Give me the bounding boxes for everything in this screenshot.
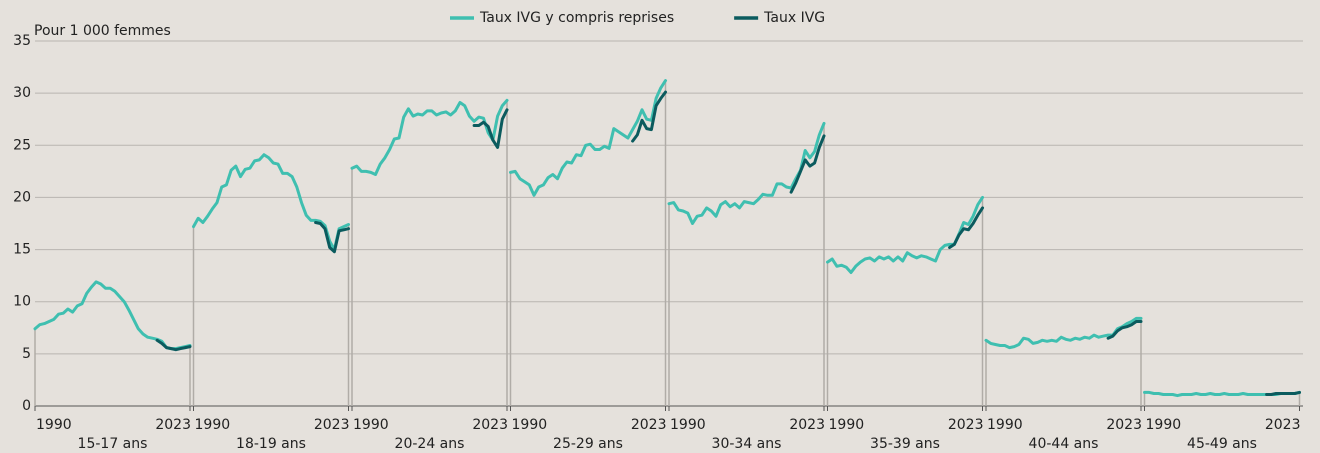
- x-tick-label: 2023: [155, 417, 191, 433]
- series-line: [789, 134, 826, 194]
- x-tick-label: 2023: [789, 417, 825, 433]
- y-tick-label: 5: [22, 346, 31, 362]
- series-line: [509, 79, 667, 197]
- y-tick-label: 0: [22, 398, 31, 414]
- panel-label: 30-34 ans: [712, 436, 782, 452]
- series-line: [350, 98, 509, 176]
- x-tick-label: 2023: [1265, 417, 1301, 433]
- series-line: [472, 108, 509, 149]
- y-tick-label: 15: [13, 242, 31, 258]
- x-tick-label: 2023: [948, 417, 984, 433]
- x-tick-label: 1990: [195, 417, 231, 433]
- panel-label: 25-29 ans: [553, 436, 623, 452]
- x-tick-label: 1990: [353, 417, 389, 433]
- y-tick-label: 30: [13, 85, 31, 101]
- series-line: [948, 206, 984, 249]
- x-tick-label: 2023: [314, 417, 350, 433]
- x-tick-label: 1990: [987, 417, 1023, 433]
- series-line: [631, 90, 667, 143]
- panel-label: 18-19 ans: [236, 436, 306, 452]
- x-tick-label: 1990: [1146, 417, 1182, 433]
- x-tick-label: 1990: [36, 417, 72, 433]
- legend-label: Taux IVG: [763, 10, 825, 26]
- panel-label: 20-24 ans: [395, 436, 465, 452]
- x-tick-label: 2023: [1106, 417, 1142, 433]
- series-line: [314, 221, 350, 254]
- panel-label: 45-49 ans: [1187, 436, 1257, 452]
- x-tick-label: 1990: [670, 417, 706, 433]
- y-axis-title: Pour 1 000 femmes: [34, 23, 171, 39]
- panel-label: 15-17 ans: [78, 436, 148, 452]
- series-line: [155, 338, 192, 352]
- x-tick-label: 2023: [631, 417, 667, 433]
- y-tick-label: 25: [13, 137, 31, 153]
- y-tick-label: 20: [13, 189, 31, 205]
- series-line: [192, 153, 350, 252]
- legend-label: Taux IVG y compris reprises: [479, 10, 674, 26]
- x-tick-label: 1990: [829, 417, 865, 433]
- x-tick-label: 1990: [512, 417, 548, 433]
- x-tick-label: 2023: [472, 417, 508, 433]
- panel-label: 40-44 ans: [1029, 436, 1099, 452]
- y-tick-label: 35: [13, 33, 31, 49]
- y-tick-label: 10: [13, 294, 31, 310]
- panel-label: 35-39 ans: [870, 436, 940, 452]
- series-line: [1106, 320, 1143, 340]
- series-line: [1265, 390, 1301, 396]
